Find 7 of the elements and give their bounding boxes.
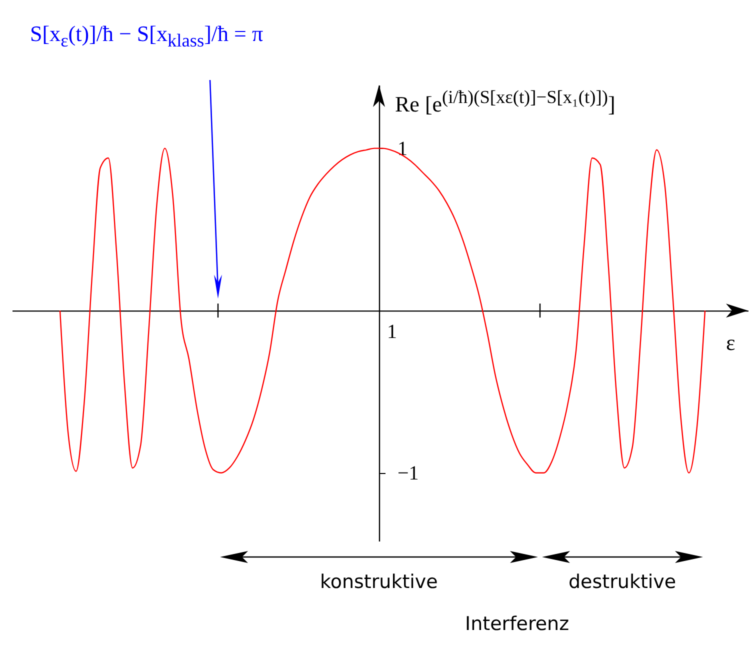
x-axis-title: ε bbox=[726, 330, 736, 355]
text: destruktive bbox=[568, 571, 676, 593]
text: Interferenz bbox=[465, 613, 570, 635]
text: konstruktive bbox=[320, 571, 438, 593]
y-axis-title: Re [e$^{(i/ħ)(S[xε(t)]−S[x₁(t)])}$] bbox=[395, 87, 616, 117]
y-tick-label: −1 bbox=[398, 462, 419, 484]
text: S[x$_{ε}$(t)]/ħ − S[x$_{klass}$]/ħ = π bbox=[30, 21, 264, 51]
